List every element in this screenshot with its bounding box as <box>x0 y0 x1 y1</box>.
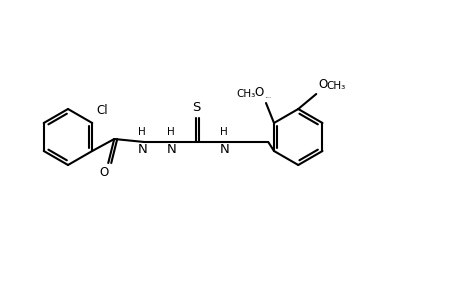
Text: S: S <box>192 101 200 114</box>
Text: N: N <box>166 143 176 156</box>
Text: methoxy: methoxy <box>265 97 272 98</box>
Text: O: O <box>254 86 263 99</box>
Text: N: N <box>137 143 147 156</box>
Text: O: O <box>100 166 109 179</box>
Text: N: N <box>219 143 229 156</box>
Text: CH₃: CH₃ <box>236 89 256 99</box>
Text: CH₃: CH₃ <box>325 81 345 91</box>
Text: Cl: Cl <box>96 104 108 117</box>
Text: H: H <box>138 127 146 137</box>
Text: H: H <box>167 127 175 137</box>
Text: O: O <box>318 78 327 91</box>
Text: H: H <box>220 127 228 137</box>
